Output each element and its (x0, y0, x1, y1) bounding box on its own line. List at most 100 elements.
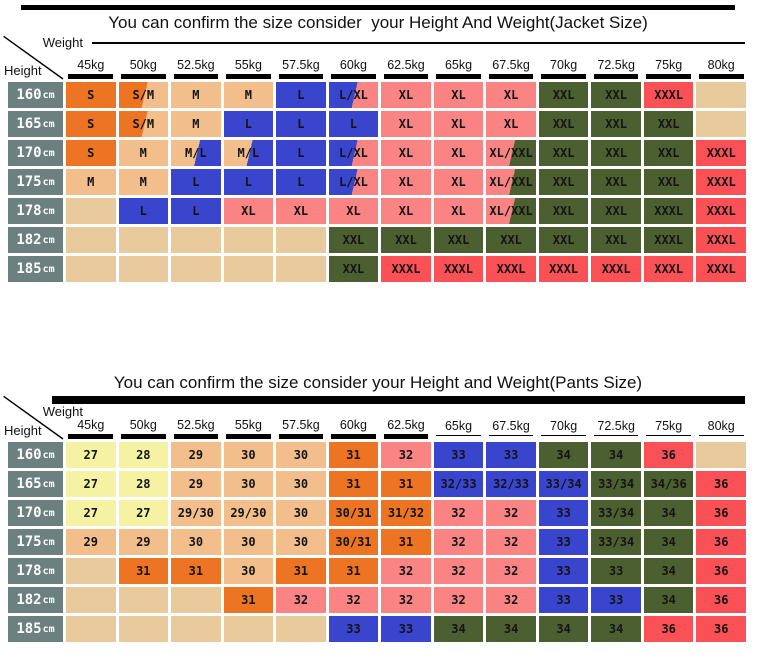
size-cell: XXXL (538, 256, 589, 282)
size-cell: 32/33 (433, 471, 484, 497)
size-cell: 31 (328, 558, 379, 584)
weight-header-80kg: 80kg (696, 398, 746, 439)
empty-cell (118, 587, 169, 613)
height-unit: cm (42, 234, 55, 246)
size-cell: 33 (538, 500, 589, 526)
size-cell: XL (381, 111, 431, 137)
size-cell: L/XL (328, 82, 379, 108)
header-underline-bar (541, 74, 586, 79)
size-cell: 32 (486, 500, 536, 526)
size-cell: 33 (591, 587, 641, 613)
size-cell: 33 (381, 616, 431, 642)
size-cell: XXL (381, 227, 431, 253)
height-row-header: 165 cm (8, 111, 63, 137)
empty-cell (171, 616, 221, 642)
size-cell: XL (276, 198, 326, 224)
header-underline-bar (646, 74, 691, 79)
height-value: 182 (16, 232, 42, 248)
height-unit: cm (42, 205, 55, 217)
header-underline-bar (698, 435, 744, 436)
size-cell: M (171, 111, 221, 137)
header-underline-bar (173, 74, 219, 79)
pants-axis-corner: Weight Height (8, 398, 83, 439)
pants-size-section: You can confirm the size consider your H… (8, 370, 748, 642)
header-underline-bar (698, 74, 744, 79)
empty-cell (276, 227, 326, 253)
weight-header-label: 75kg (655, 58, 683, 72)
size-cell: L (171, 198, 221, 224)
size-cell: 34 (591, 442, 641, 468)
size-cell: 34 (643, 500, 694, 526)
size-cell: 27 (66, 500, 116, 526)
height-value: 170 (16, 505, 42, 521)
size-cell: 33 (591, 558, 641, 584)
weight-header-label: 75kg (655, 419, 683, 433)
size-cell: 31 (276, 558, 326, 584)
size-cell: S/M (118, 82, 169, 108)
weight-header-70kg: 70kg (539, 38, 589, 79)
weight-header-label: 62.5kg (387, 418, 425, 432)
diagonal-divider-line (8, 398, 63, 439)
size-cell: 36 (696, 616, 746, 642)
size-cell: XXXL (696, 198, 746, 224)
size-cell: XXL (328, 227, 379, 253)
height-unit: cm (42, 594, 55, 606)
height-row-header: 175 cm (8, 529, 63, 555)
weight-header-label: 67.5kg (492, 58, 530, 72)
size-cell: XL (433, 111, 484, 137)
height-unit: cm (42, 623, 55, 635)
empty-cell (223, 256, 274, 282)
size-cell: 34 (538, 442, 589, 468)
size-cell: XL/XXL (486, 169, 536, 195)
height-row-header: 182 cm (8, 227, 63, 253)
weight-axis-label: Weight (42, 35, 83, 50)
size-cell: XXXL (696, 169, 746, 195)
size-cell: 36 (696, 500, 746, 526)
size-cell: 36 (643, 616, 694, 642)
height-value: 165 (16, 476, 42, 492)
size-cell: XXXL (486, 256, 536, 282)
size-cell: 34 (643, 558, 694, 584)
size-cell: 33 (538, 558, 589, 584)
size-cell: XL (433, 169, 484, 195)
weight-header-57.5kg: 57.5kg (276, 38, 326, 79)
size-cell: 32 (328, 587, 379, 613)
pants-chart-title: You can confirm the size consider your H… (113, 373, 643, 392)
height-value: 175 (16, 534, 42, 550)
size-cell: XXL (643, 111, 694, 137)
weight-axis-label: Weight (42, 404, 83, 419)
size-cell: 33/34 (591, 500, 641, 526)
weight-header-72.5kg: 72.5kg (591, 38, 641, 79)
height-row-header: 185 cm (8, 256, 63, 282)
size-cell: XXXL (643, 198, 694, 224)
size-cell: L (118, 198, 169, 224)
header-underline-bar (278, 74, 324, 79)
height-row-header: 182 cm (8, 587, 63, 613)
size-cell: 36 (643, 442, 694, 468)
size-cell: 30/31 (328, 529, 379, 555)
height-row-header: 178 cm (8, 558, 63, 584)
weight-header-label: 55kg (234, 418, 262, 432)
size-cell: 31 (381, 529, 431, 555)
size-cell: S/M (118, 111, 169, 137)
size-cell: XXXL (643, 256, 694, 282)
size-cell: XXL (591, 169, 641, 195)
empty-cell (66, 198, 116, 224)
header-underline-bar (541, 435, 586, 436)
size-cell: 33/34 (591, 529, 641, 555)
header-underline-bar (226, 434, 271, 439)
header-underline-bar (593, 435, 639, 436)
weight-header-75kg: 75kg (644, 38, 694, 79)
size-cell: L (276, 111, 326, 137)
weight-header-label: 72.5kg (597, 58, 635, 72)
size-cell: 33 (328, 616, 379, 642)
header-underline-bar (331, 74, 376, 79)
header-underline-bar (331, 434, 376, 439)
size-cell: L (171, 169, 221, 195)
size-cell: 32 (486, 558, 536, 584)
size-cell: 30 (276, 442, 326, 468)
size-cell: 32 (486, 587, 536, 613)
size-cell: 30 (223, 529, 274, 555)
size-cell: 27 (118, 500, 169, 526)
weight-header-50kg: 50kg (119, 38, 169, 79)
